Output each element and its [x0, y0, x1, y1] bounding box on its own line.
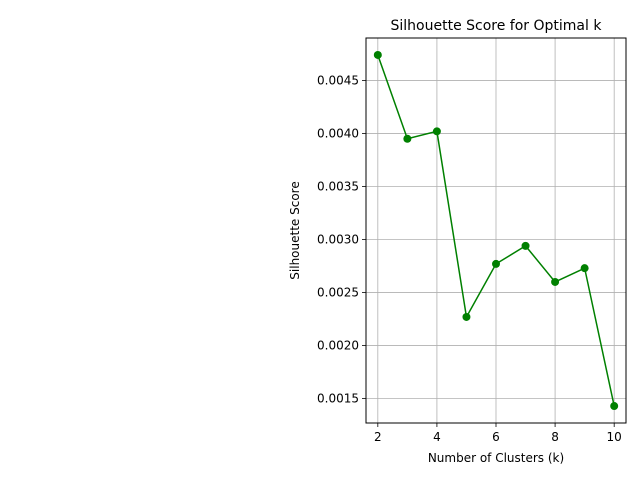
y-axis-ticks: 0.0015 0.0020 0.0025 0.0030 0.0035 0.0040 0.00…	[317, 73, 366, 406]
data-point	[492, 259, 500, 268]
data-point	[373, 50, 382, 59]
grid	[366, 38, 626, 423]
data-point	[403, 134, 412, 143]
y-tick-label: 0.0030	[317, 233, 359, 247]
data-point	[432, 127, 441, 136]
y-tick-label: 0.0020	[317, 339, 359, 353]
x-tick-label: 2	[374, 430, 382, 444]
y-tick-label: 0.0025	[317, 286, 359, 300]
x-tick-label: 10	[607, 430, 622, 444]
x-axis-ticks: 2 4 6 8 10	[374, 423, 622, 444]
y-tick-label: 0.0045	[317, 73, 359, 87]
y-axis-label: Silhouette Score	[288, 181, 302, 279]
y-tick-label: 0.0035	[317, 179, 359, 193]
data-point	[462, 312, 471, 321]
x-tick-label: 4	[433, 430, 441, 444]
y-tick-label: 0.0040	[317, 126, 359, 140]
data-point	[521, 241, 530, 250]
x-tick-label: 8	[551, 430, 559, 444]
data-point	[580, 264, 589, 273]
x-tick-label: 6	[492, 430, 500, 444]
x-axis-label: Number of Clusters (k)	[428, 451, 564, 465]
data-point	[610, 402, 619, 411]
chart-title: Silhouette Score for Optimal k	[391, 18, 603, 34]
data-point	[551, 277, 560, 286]
series-layer	[373, 50, 619, 411]
y-tick-label: 0.0015	[317, 392, 359, 406]
